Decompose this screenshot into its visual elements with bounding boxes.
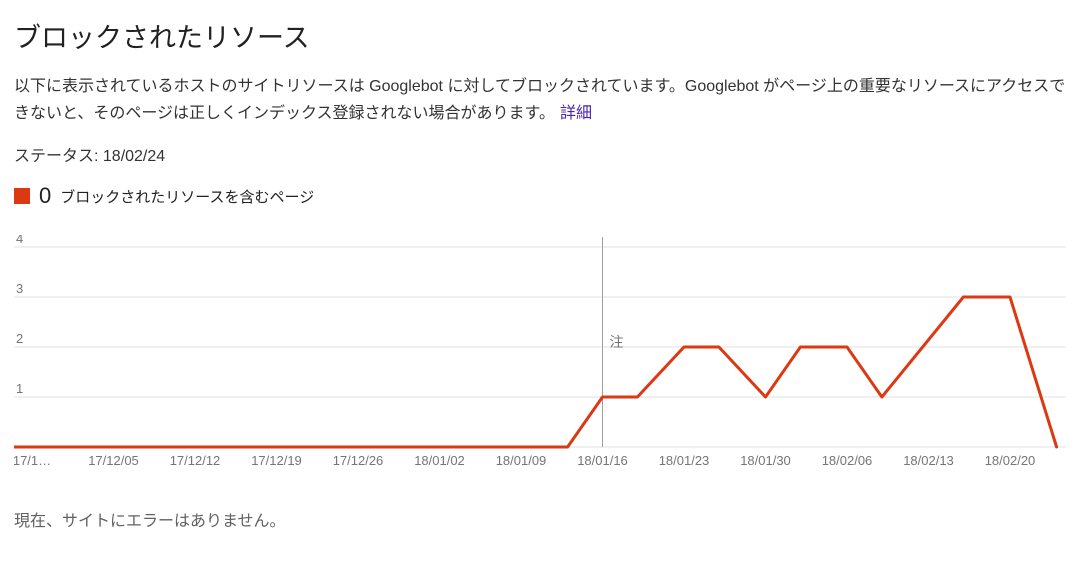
svg-text:17/1…: 17/1… — [14, 453, 51, 468]
svg-text:3: 3 — [16, 281, 23, 296]
svg-text:18/01/30: 18/01/30 — [740, 453, 791, 468]
legend-label: ブロックされたリソースを含むページ — [60, 188, 315, 206]
svg-text:18/02/13: 18/02/13 — [903, 453, 954, 468]
footer-message: 現在、サイトにエラーはありません。 — [14, 513, 286, 530]
page-description: 以下に表示されているホストのサイトリソースは Googlebot に対してブロッ… — [14, 73, 1066, 127]
svg-text:1: 1 — [16, 381, 23, 396]
chart-svg: 1 2 3 4 注 17/1… 17/12/05 17/12/12 17/12/19 17/12/… — [14, 235, 1066, 468]
blocked-resources-chart: 1 2 3 4 注 17/1… 17/12/05 17/12/12 17/12/19 17/12/… — [14, 235, 1066, 475]
svg-text:18/01/09: 18/01/09 — [496, 453, 547, 468]
svg-text:17/12/19: 17/12/19 — [251, 453, 302, 468]
svg-text:17/12/05: 17/12/05 — [88, 453, 139, 468]
svg-text:17/12/26: 17/12/26 — [333, 453, 384, 468]
legend-color-swatch — [14, 188, 30, 204]
page-title: ブロックされたリソース — [14, 23, 310, 53]
svg-text:18/01/16: 18/01/16 — [577, 453, 628, 468]
svg-text:18/02/06: 18/02/06 — [822, 453, 873, 468]
svg-text:18/01/02: 18/01/02 — [414, 453, 465, 468]
svg-text:18/01/23: 18/01/23 — [659, 453, 710, 468]
svg-text:18/02/20: 18/02/20 — [985, 453, 1036, 468]
legend-count: 0 — [39, 183, 52, 208]
chart-legend: 0 ブロックされたリソースを含むページ — [14, 185, 1066, 207]
svg-text:17/12/12: 17/12/12 — [170, 453, 221, 468]
svg-text:4: 4 — [16, 235, 23, 246]
details-link[interactable]: 詳細 — [559, 105, 592, 122]
svg-text:2: 2 — [16, 331, 23, 346]
description-text: 以下に表示されているホストのサイトリソースは Googlebot に対してブロッ… — [14, 78, 1066, 122]
blocked-resources-page: ブロックされたリソース 以下に表示されているホストのサイトリソースは Googl… — [14, 23, 1066, 530]
svg-text:注: 注 — [610, 334, 624, 350]
status-text: ステータス: 18/02/24 — [14, 148, 166, 165]
